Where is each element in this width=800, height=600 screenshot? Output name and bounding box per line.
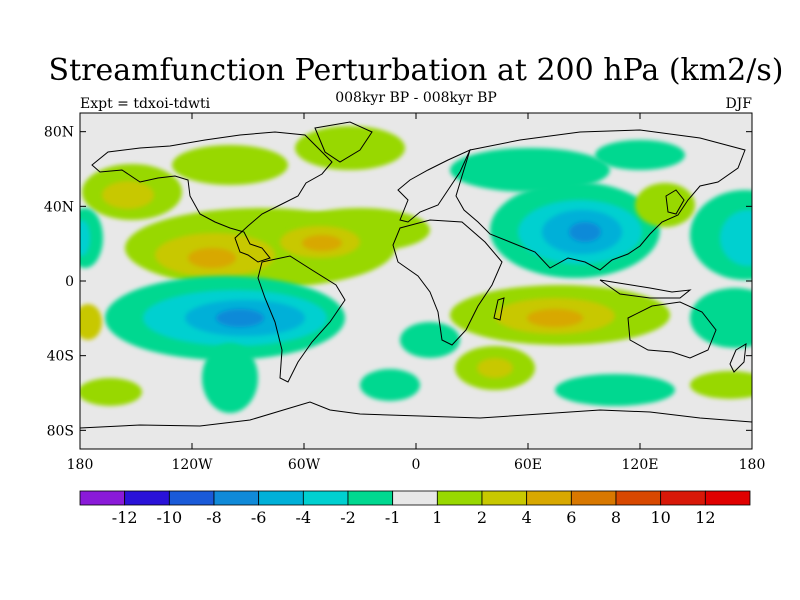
contour-so-neg1 xyxy=(360,369,420,401)
colorbar-label: -1 xyxy=(385,508,401,527)
experiment-label: Expt = tdxoi-tdwti xyxy=(80,96,211,112)
colorbar-swatch xyxy=(258,490,304,506)
colorbar-label: 10 xyxy=(650,508,670,527)
coast-south-america xyxy=(257,255,346,383)
x-tick-label: 180 xyxy=(67,457,94,473)
contour-tropic-6b xyxy=(302,235,342,251)
x-tick-label: 60W xyxy=(288,457,321,473)
contour-tropic-6a xyxy=(188,248,236,268)
chart-title: Streamfunction Perturbation at 200 hPa (… xyxy=(49,53,784,88)
colorbar-swatch xyxy=(79,490,126,506)
colorbar-swatch xyxy=(704,490,751,506)
coast-africa xyxy=(392,219,503,346)
colorbar-label: -6 xyxy=(251,508,267,527)
colorbar-swatch xyxy=(302,490,349,506)
x-tick-label: 120E xyxy=(622,457,659,473)
contour-wpac-east2 xyxy=(720,210,752,266)
contour-npac-4 xyxy=(102,181,154,209)
coast-australia xyxy=(627,301,717,359)
coast-new-zealand xyxy=(729,343,747,373)
colorbar-swatch xyxy=(392,490,438,506)
contour-arctic-2 xyxy=(295,126,405,170)
colorbar-label: 1 xyxy=(432,508,442,527)
colorbar-label: -10 xyxy=(156,508,182,527)
colorbar-label: -8 xyxy=(206,508,222,527)
contour-ind-6 xyxy=(527,309,583,327)
colorbar-swatch xyxy=(124,490,170,506)
colorbar-swatch xyxy=(481,490,528,506)
contour-so-pos4 xyxy=(477,358,513,378)
season-label: DJF xyxy=(725,96,752,112)
colorbar-swatch xyxy=(436,490,483,506)
colorbar-label: -4 xyxy=(296,508,312,527)
contour-eurasia-n2 xyxy=(595,140,685,170)
colorbar-swatch xyxy=(526,490,572,506)
contour-so-pos-e xyxy=(690,371,752,399)
contour-eurasia-n xyxy=(450,148,610,192)
contour-tasman-neg xyxy=(690,288,752,348)
contour-wpac-west2 xyxy=(80,220,90,256)
colorbar-swatch xyxy=(615,490,662,506)
colorbar-swatch xyxy=(570,490,617,506)
coast-indonesia xyxy=(599,279,692,299)
colorbar-swatch xyxy=(660,490,706,506)
coastlines xyxy=(80,121,752,429)
contour-sind-neg xyxy=(400,322,460,358)
coast-japan xyxy=(665,189,685,215)
colorbar-label: -2 xyxy=(340,508,356,527)
y-tick-label: 0 xyxy=(65,274,74,290)
colorbar-label: 12 xyxy=(695,508,715,527)
shaded-field xyxy=(80,126,752,413)
coast-greenland xyxy=(314,121,373,163)
colorbar-label: 8 xyxy=(611,508,621,527)
map-plot-area: 180 120W 60W 0 60E 120E 180 80N 40N 0 40S 80S xyxy=(44,112,765,473)
coast-madagascar xyxy=(493,297,505,321)
chart-subtitle: 008kyr BP - 008kyr BP xyxy=(335,90,497,106)
colorbar-swatch xyxy=(347,490,394,506)
contour-spac-8 xyxy=(216,309,264,327)
x-tick-label: 120W xyxy=(171,457,213,473)
coast-antarctica xyxy=(80,401,752,429)
coast-north-america xyxy=(91,131,333,263)
contour-asia-8 xyxy=(569,222,601,242)
x-tick-label: 60E xyxy=(514,457,542,473)
x-tick-label: 0 xyxy=(412,457,421,473)
contour-spac-tail xyxy=(202,343,258,413)
contour-easia-2 xyxy=(635,183,695,227)
contour-so-neg2 xyxy=(555,374,675,406)
contour-so-pos-w xyxy=(80,378,142,406)
y-tick-label: 80S xyxy=(47,423,74,439)
y-tick-label: 80N xyxy=(44,125,74,141)
x-tick-label: 180 xyxy=(739,457,766,473)
coast-asia xyxy=(455,129,746,271)
colorbar-swatch xyxy=(168,490,215,506)
colorbar-label: 4 xyxy=(522,508,532,527)
colorbar-label: 6 xyxy=(566,508,576,527)
contour-sw-pos xyxy=(80,304,102,340)
colorbar-label: -12 xyxy=(112,508,138,527)
colorbar-label: 2 xyxy=(477,508,487,527)
y-tick-label: 40N xyxy=(44,199,74,215)
contour-canada-2 xyxy=(172,145,288,185)
axis-ticks: 180 120W 60W 0 60E 120E 180 80N 40N 0 40S 80S xyxy=(44,113,765,473)
colorbar: -12 -10 -8 -6 -4 -2 -1 1 2 4 6 8 10 12 xyxy=(79,490,751,527)
colorbar-swatch xyxy=(213,490,260,506)
y-tick-label: 40S xyxy=(47,349,74,365)
